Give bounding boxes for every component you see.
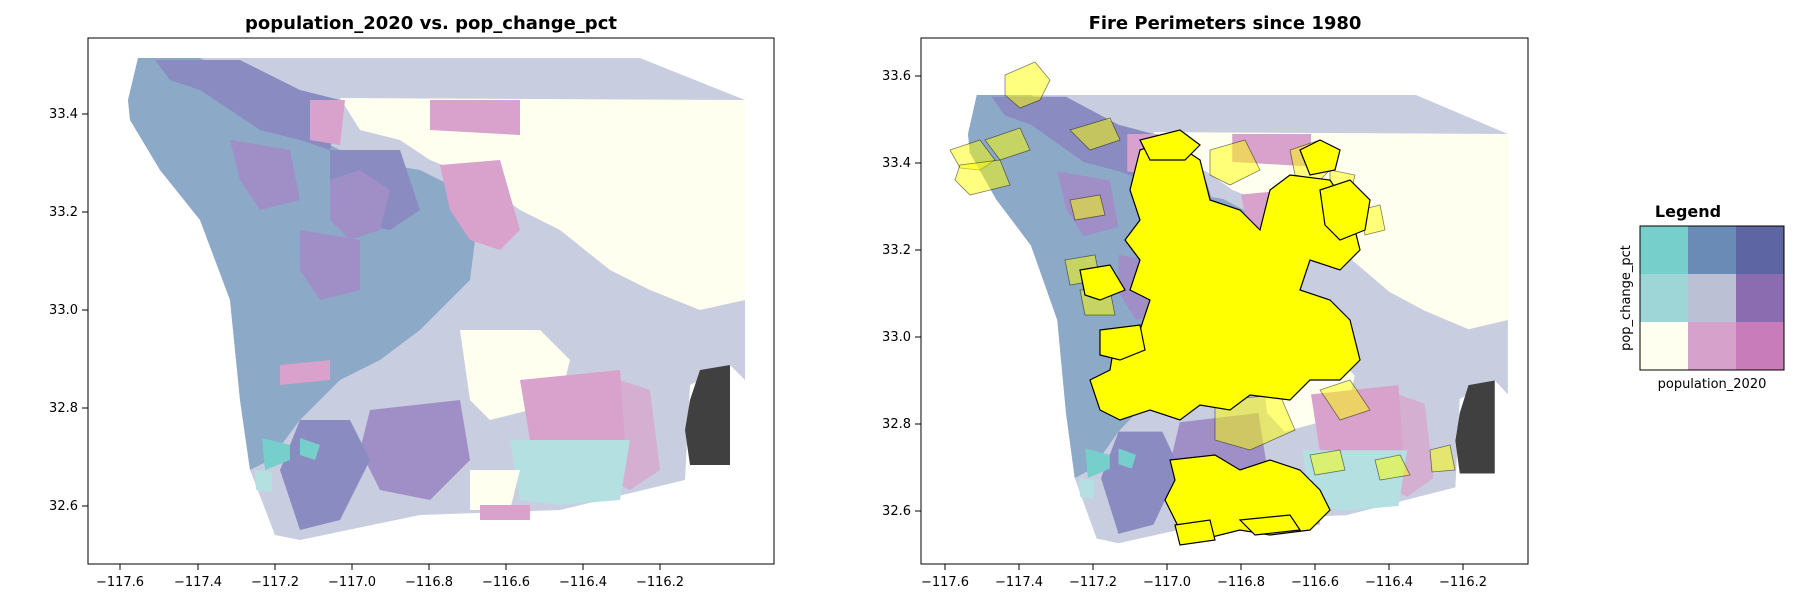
map-2-ytick-label: 32.8 bbox=[882, 417, 911, 432]
map-2-xtick-label: −117.6 bbox=[921, 575, 969, 590]
legend-cell-high-pop-low-change bbox=[1736, 322, 1784, 370]
legend-xlabel: population_2020 bbox=[1658, 377, 1767, 392]
map-2-xtick-label: −116.2 bbox=[1439, 575, 1487, 590]
map-panel-1: population_2020 vs. pop_change_pct 33.4 … bbox=[49, 13, 775, 590]
map-panel-2: Fire Perimeters since 1980 bbox=[882, 13, 1529, 590]
legend-frame bbox=[1639, 225, 1785, 371]
legend-title: Legend bbox=[1655, 202, 1721, 221]
map-1-ytick-label: 32.6 bbox=[49, 499, 78, 514]
map-2-ytick-label: 33.4 bbox=[882, 156, 911, 171]
legend-cell-mid-pop-mid-change bbox=[1688, 274, 1736, 322]
map-1-x-ticks: −117.6 −117.4 −117.2 −117.0 −116.8 −116.… bbox=[96, 564, 684, 590]
fire-perimeters bbox=[949, 61, 1456, 546]
map-1-xtick-label: −116.2 bbox=[636, 575, 684, 590]
map-2-title: Fire Perimeters since 1980 bbox=[1089, 13, 1362, 34]
map-1-xtick-label: −116.4 bbox=[559, 575, 607, 590]
map-2-x-ticks: −117.6 −117.4 −117.2 −117.0 −116.8 −116.… bbox=[921, 564, 1487, 590]
map-2-ytick-label: 33.2 bbox=[882, 243, 911, 258]
legend-cell-low-pop-mid-change bbox=[1640, 274, 1688, 322]
map-1-xtick-label: −117.6 bbox=[96, 575, 144, 590]
map-1-ytick-label: 32.8 bbox=[49, 401, 78, 416]
bivariate-legend: Legend population_2020 pop_change_pct bbox=[1619, 202, 1785, 392]
legend-ylabel: pop_change_pct bbox=[1619, 245, 1634, 351]
legend-cell-high-pop-mid-change bbox=[1736, 274, 1784, 322]
legend-cell-mid-pop-high-change bbox=[1688, 226, 1736, 274]
legend-cell-low-pop-low-change bbox=[1640, 322, 1688, 370]
map-1-ytick-label: 33.2 bbox=[49, 205, 78, 220]
map-2-ytick-label: 32.6 bbox=[882, 504, 911, 519]
map-2-ytick-label: 33.0 bbox=[882, 330, 911, 345]
map-2-xtick-label: −117.0 bbox=[1143, 575, 1191, 590]
map-2-xtick-label: −117.2 bbox=[1069, 575, 1117, 590]
map-1-xtick-label: −116.8 bbox=[405, 575, 453, 590]
map-1-xtick-label: −116.6 bbox=[482, 575, 530, 590]
map-2-xtick-label: −116.4 bbox=[1365, 575, 1413, 590]
map-1-y-ticks: 33.4 33.2 33.0 32.8 32.6 bbox=[49, 107, 88, 514]
legend-cell-high-pop-high-change bbox=[1736, 226, 1784, 274]
map-1-xtick-label: −117.4 bbox=[174, 575, 222, 590]
map-1-xtick-label: −117.2 bbox=[251, 575, 299, 590]
legend-grid bbox=[1639, 225, 1785, 371]
legend-cell-low-pop-high-change bbox=[1640, 226, 1688, 274]
map-2-xtick-label: −116.6 bbox=[1291, 575, 1339, 590]
map-1-ytick-label: 33.4 bbox=[49, 107, 78, 122]
map-2-xtick-label: −116.8 bbox=[1217, 575, 1265, 590]
map-2-xtick-label: −117.4 bbox=[995, 575, 1043, 590]
map-1-xtick-label: −117.0 bbox=[328, 575, 376, 590]
legend-cell-mid-pop-low-change bbox=[1688, 322, 1736, 370]
map-2-ytick-label: 33.6 bbox=[882, 69, 911, 84]
map-2-y-ticks: 33.6 33.4 33.2 33.0 32.8 32.6 bbox=[882, 69, 921, 519]
map-1-title: population_2020 vs. pop_change_pct bbox=[245, 13, 617, 34]
map-1-ytick-label: 33.0 bbox=[49, 303, 78, 318]
